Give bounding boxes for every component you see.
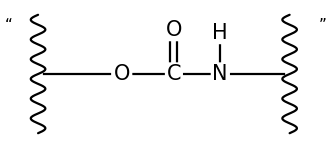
Text: ”: ” bbox=[319, 18, 327, 33]
Text: N: N bbox=[213, 64, 228, 84]
Text: C: C bbox=[166, 64, 181, 84]
Text: “: “ bbox=[4, 18, 12, 33]
Text: H: H bbox=[212, 22, 228, 43]
Text: O: O bbox=[166, 20, 182, 40]
Text: O: O bbox=[114, 64, 131, 84]
